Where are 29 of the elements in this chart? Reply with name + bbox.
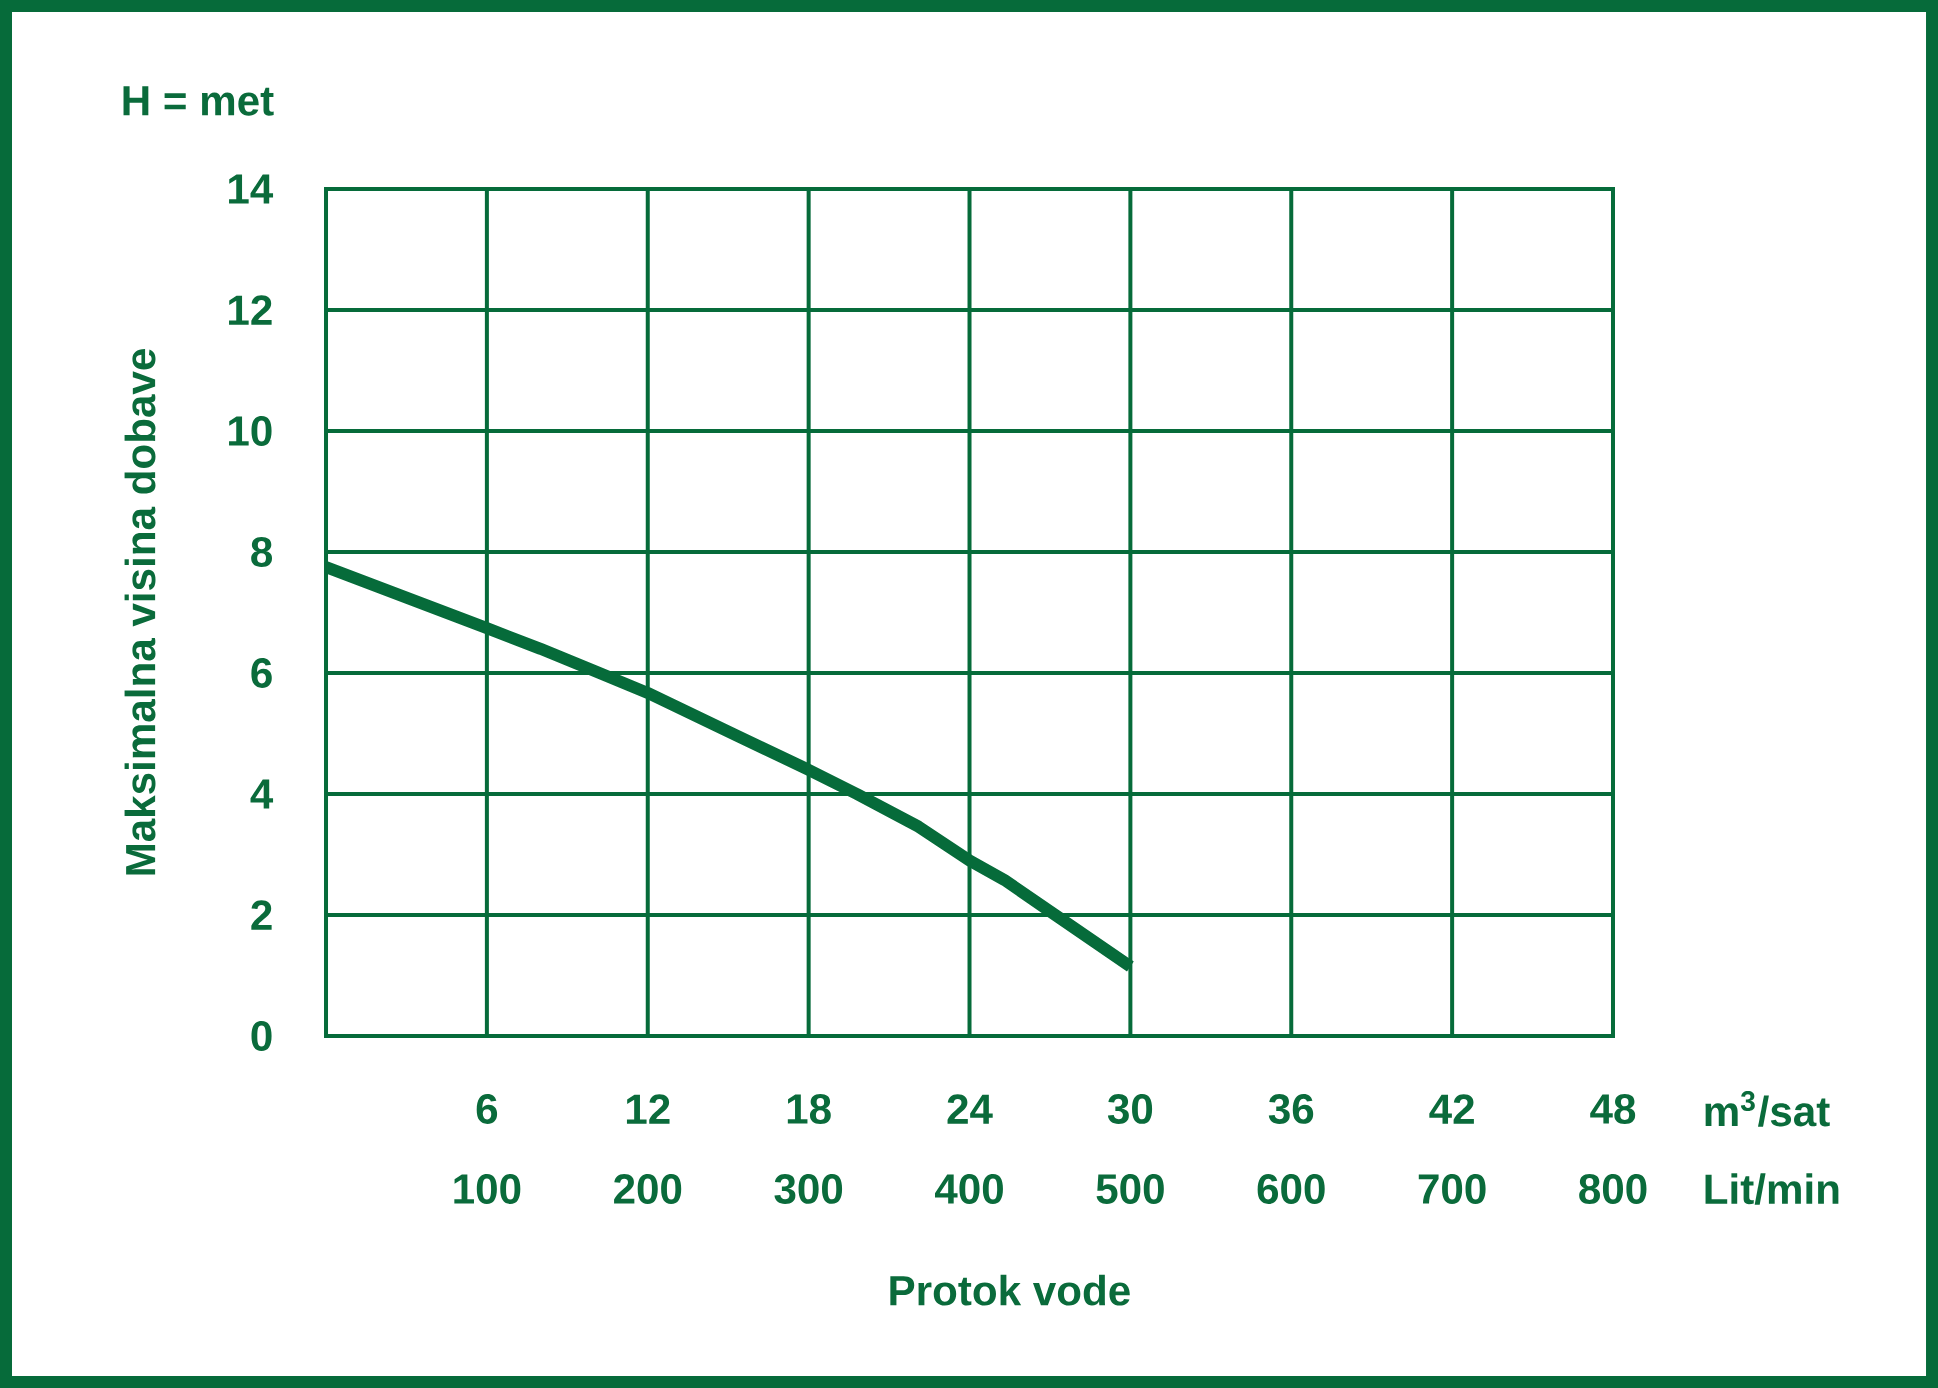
y-axis-title: Maksimalna visina dobave	[124, 349, 156, 875]
x-tick-label: 30	[1107, 1094, 1153, 1124]
y-tick-label: 4	[250, 779, 274, 809]
x2-tick-label: 300	[774, 1174, 843, 1204]
x2-tick-label: 200	[614, 1174, 682, 1204]
x2-tick-label: 100	[454, 1174, 521, 1204]
x2-tick-label: 800	[1579, 1174, 1647, 1204]
y-tick-label: 8	[251, 537, 273, 567]
x-tick-label: 36	[1268, 1094, 1314, 1124]
x-tick-label: 42	[1429, 1094, 1474, 1124]
x2-tick-label: 400	[935, 1174, 1003, 1204]
y-tick-label: 10	[229, 416, 272, 446]
x2-tick-label: 600	[1257, 1174, 1325, 1204]
y-tick-label: 6	[251, 658, 272, 688]
y-tick-label: 0	[251, 1021, 272, 1051]
x2-tick-label: 500	[1096, 1174, 1164, 1204]
text: H = met	[123, 86, 274, 116]
x-axis-title: Protok vode	[890, 1274, 1130, 1306]
y-tick-label: 12	[229, 295, 272, 325]
x2-tick-label: 700	[1418, 1174, 1486, 1204]
x-tick-label: 24	[947, 1094, 993, 1124]
x-tick-label: 18	[787, 1094, 831, 1124]
x-tick-label: 6	[476, 1094, 498, 1124]
x-tick-label: 48	[1590, 1094, 1636, 1124]
text: Lit/min	[1705, 1173, 1839, 1205]
x-tick-label: 12	[626, 1094, 670, 1124]
text: m$^{3}$/sat	[1705, 1091, 1830, 1127]
y-tick-label: 2	[251, 900, 272, 930]
y-tick-label: 14	[229, 174, 274, 204]
